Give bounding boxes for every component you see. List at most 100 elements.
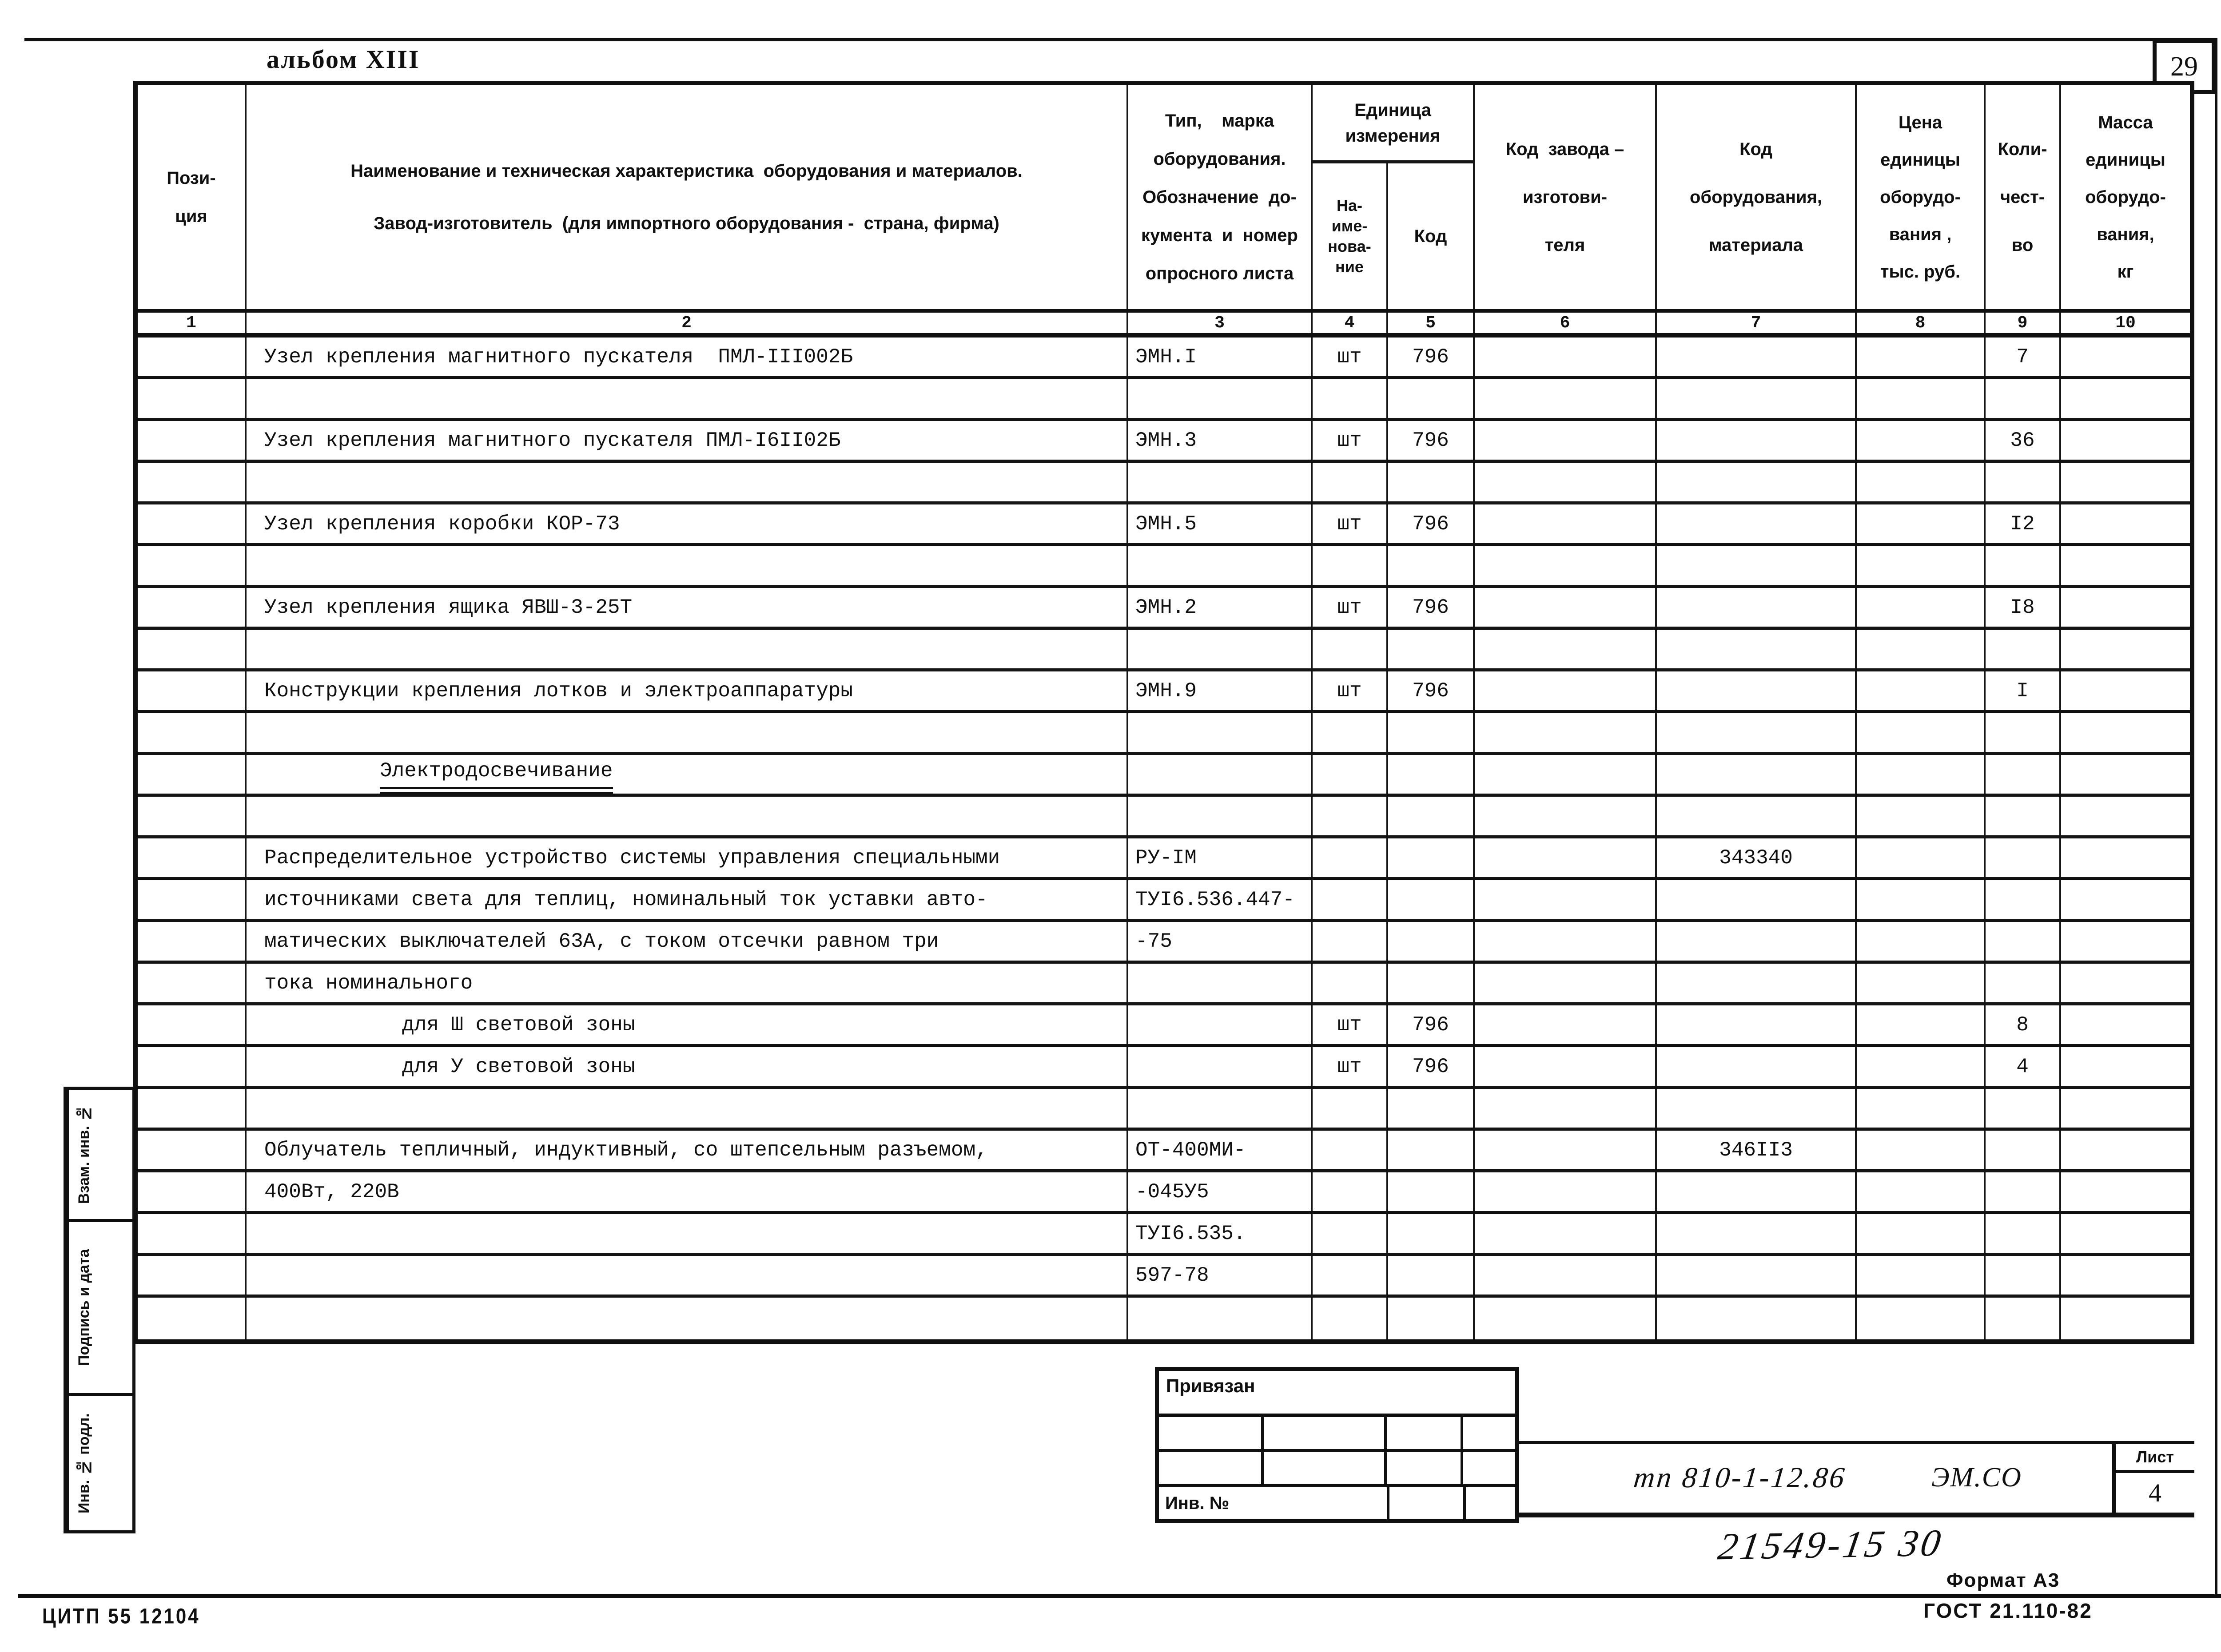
cell-qty: 36: [1986, 421, 2061, 460]
header-maker-code: Код завода – изготови- теля: [1475, 85, 1657, 309]
table-row: 597-78: [138, 1256, 2190, 1298]
binding-grid-row: Инв. №: [1159, 1487, 1515, 1519]
header-position: Пози- ция: [138, 85, 247, 309]
column-number: 10: [2115, 313, 2136, 333]
section-title: Электродосвечивание: [247, 755, 1128, 794]
column-numbers-row: 1 2 3 4 5 6 7 8 9 10: [138, 313, 2190, 338]
cell-unit-code: 796: [1388, 1005, 1475, 1044]
document-number: тп 810-1-12.86: [1632, 1461, 1848, 1494]
cell-name: матических выключателей 63А, с током отс…: [247, 922, 1128, 961]
column-number: 2: [247, 313, 1128, 333]
cell-name: Облучатель тепличный, индуктивный, со шт…: [247, 1131, 1128, 1169]
cell-type: -75: [1128, 922, 1313, 961]
cell-name: 400Вт, 220В: [247, 1172, 1128, 1211]
cell-qty: I: [1986, 671, 2061, 710]
column-number: 4: [1313, 313, 1388, 333]
frame-right-line: [2215, 38, 2217, 1597]
stamp-cell: Взам. инв. №: [64, 1087, 135, 1219]
stamp-cell: Инв. № подл.: [64, 1393, 135, 1533]
specification-table: Пози- ция Наименование и техническая хар…: [133, 81, 2194, 1344]
header-price: Цена единицы оборудо- вания , тыс. руб.: [1857, 85, 1986, 309]
table-row: [138, 1298, 2190, 1339]
stamp-label: Инв. № подл.: [67, 1396, 100, 1530]
table-row: [138, 630, 2190, 671]
cell-position: [138, 421, 247, 460]
cell-qty: 4: [1986, 1047, 2061, 1086]
table-row: [138, 713, 2190, 755]
header-unit-name: На- име- нова- ние: [1313, 163, 1388, 309]
cell-name: источниками света для теплиц, номинальны…: [247, 880, 1128, 919]
cell-maker-code: [1475, 338, 1657, 376]
cell-price: [1857, 338, 1986, 376]
column-number: 6: [1475, 313, 1657, 333]
table-header-row: Пози- ция Наименование и техническая хар…: [138, 85, 2190, 313]
header-equip-code: Код оборудования, материала: [1657, 85, 1857, 309]
cell-qty: I8: [1986, 588, 2061, 627]
table-row: Распределительное устройство системы упр…: [138, 838, 2190, 880]
cell-unit: шт: [1313, 421, 1388, 460]
citp-label: ЦИТП 55 12104: [42, 1604, 200, 1628]
cell-equip-code: 343340: [1657, 838, 1857, 877]
cell-name: для Ш световой зоны: [247, 1005, 1128, 1044]
column-number: 5: [1388, 313, 1475, 333]
cell-unit-code: 796: [1388, 504, 1475, 543]
cell-unit: шт: [1313, 504, 1388, 543]
cell-unit-code: 796: [1388, 421, 1475, 460]
table-row: Узел крепления ящика ЯВШ-3-25Т ЭМН.2 шт 796…: [138, 588, 2190, 630]
cell-type: 597-78: [1128, 1256, 1313, 1295]
inventory-label: Инв. №: [1159, 1487, 1389, 1519]
table-section-row: Электродосвечивание: [138, 755, 2190, 797]
cell-qty: 8: [1986, 1005, 2061, 1044]
table-row: для Ш световой зоны шт 796 8: [138, 1005, 2190, 1047]
table-row: [138, 379, 2190, 421]
cell-position: [138, 504, 247, 543]
handwritten-note: 21549-15 30: [1715, 1521, 1946, 1568]
column-number: 9: [1986, 313, 2061, 333]
table-row: Узел крепления магнитного пускателя ПМЛ-…: [138, 421, 2190, 463]
header-unit-title: Единица измерения: [1313, 85, 1473, 163]
frame-top-line: [24, 38, 2217, 41]
cell-equip-code: 346II3: [1657, 1131, 1857, 1169]
stamp-label: Подпись и дата: [67, 1222, 100, 1393]
column-number: 1: [138, 313, 247, 333]
cell-name: Узел крепления магнитного пускателя ПМЛ-…: [247, 421, 1128, 460]
frame-bottom-line: [18, 1594, 2221, 1598]
cell-unit: шт: [1313, 1005, 1388, 1044]
binding-box: Привязан Инв. №: [1155, 1367, 1519, 1523]
column-number: 8: [1857, 313, 1986, 333]
cell-qty: I2: [1986, 504, 2061, 543]
sheet-number-box: Лист 4: [2112, 1444, 2194, 1513]
binding-grid-row: [1159, 1452, 1515, 1487]
table-row: источниками света для теплиц, номинальны…: [138, 880, 2190, 922]
table-row: тока номинального: [138, 964, 2190, 1005]
cell-type: ЭМН.9: [1128, 671, 1313, 710]
column-number: 7: [1657, 313, 1857, 333]
table-row: Конструкции крепления лотков и электроап…: [138, 671, 2190, 713]
cell-position: [138, 1131, 247, 1169]
title-block-strip: тп 810-1-12.86 ЭМ.СО Лист 4: [1518, 1441, 2194, 1517]
cell-unit-code: 796: [1388, 588, 1475, 627]
cell-type: ЭМН.3: [1128, 421, 1313, 460]
cell-unit: шт: [1313, 1047, 1388, 1086]
table-row: 400Вт, 220В -045У5: [138, 1172, 2190, 1214]
cell-type: ОТ-400МИ-: [1128, 1131, 1313, 1169]
cell-position: [138, 588, 247, 627]
cell-name: Узел крепления магнитного пускателя ПМЛ-…: [247, 338, 1128, 376]
cell-unit: шт: [1313, 338, 1388, 376]
stamp-cell: Подпись и дата: [64, 1219, 135, 1393]
stamp-label: Взам. инв. №: [67, 1090, 100, 1219]
binding-grid-row: [1159, 1417, 1515, 1452]
table-row: [138, 546, 2190, 588]
sheet-number: 4: [2149, 1478, 2161, 1507]
cell-position: [138, 671, 247, 710]
cell-equip-code: [1657, 338, 1857, 376]
cell-name: для У световой зоны: [247, 1047, 1128, 1086]
table-row: [138, 463, 2190, 504]
cell-unit-code: 796: [1388, 1047, 1475, 1086]
cell-type: ЭМН.5: [1128, 504, 1313, 543]
cell-type: ЭМН.2: [1128, 588, 1313, 627]
header-mass: Масса единицы оборудо- вания, кг: [2085, 113, 2166, 282]
album-title: альбом XIII: [267, 45, 420, 74]
cell-unit: шт: [1313, 588, 1388, 627]
